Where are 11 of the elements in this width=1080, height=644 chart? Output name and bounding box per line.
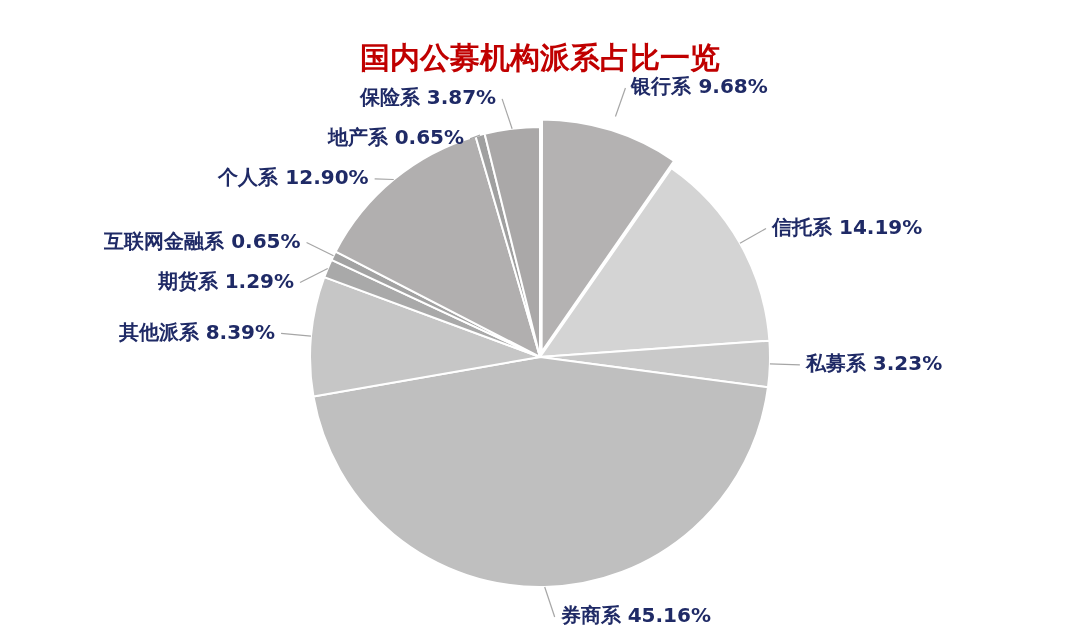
slice-label: 私募系 3.23% <box>804 351 943 376</box>
slice-label: 互联网金融系 0.65% <box>103 228 301 253</box>
slice-label: 期货系 1.29% <box>156 268 295 293</box>
slice-label: 个人系 12.90% <box>217 165 369 190</box>
slice-label: 其他派系 8.39% <box>117 319 276 344</box>
slice-label: 银行系 9.68% <box>630 74 768 99</box>
chart-title: 国内公募机构派系占比一览 <box>360 39 720 75</box>
slice-label: 地产系 0.65% <box>326 125 465 150</box>
slice-label: 保险系 3.87% <box>358 85 497 110</box>
slice-label: 信托系 14.19% <box>771 214 923 239</box>
slice-label: 券商系 45.16% <box>559 603 711 628</box>
